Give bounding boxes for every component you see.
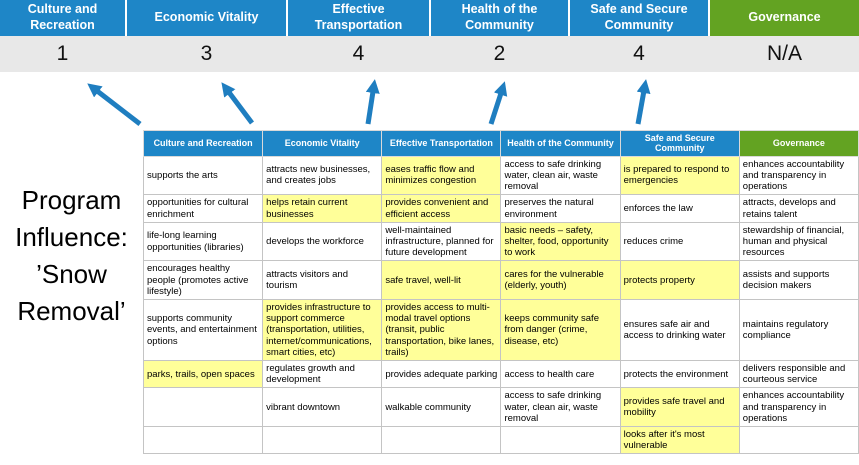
program-influence-label: Program Influence: ’Snow Removal’ xyxy=(15,185,128,326)
matrix-cell: life-long learning opportunities (librar… xyxy=(142,221,264,262)
matrix-cell: stewardship of financial, human and phys… xyxy=(738,221,859,262)
influence-arrow xyxy=(635,79,651,125)
matrix-cell: enforces the law xyxy=(619,194,740,223)
matrix-cell: opportunities for cultural enrichment xyxy=(142,194,264,223)
matrix-cell: maintains regulatory compliance xyxy=(738,298,859,361)
matrix-header-row: Culture and Recreation Economic Vitality E… xyxy=(142,130,859,157)
score-value-safe-and-secure-community: 4 xyxy=(633,42,645,65)
matrix-cell-highlighted: provides infrastructure to support comme… xyxy=(262,298,383,361)
matrix-column-header: Governance xyxy=(738,130,859,157)
matrix-cell: access to safe drinking water, clean air… xyxy=(500,155,621,196)
matrix-cell: access to safe drinking water, clean air… xyxy=(500,387,621,427)
matrix-cell xyxy=(142,425,264,455)
matrix-cell-highlighted: provides access to multi-modal travel op… xyxy=(381,298,502,361)
matrix-cell-highlighted: keeps community safe from danger (crime,… xyxy=(500,298,621,361)
score-band: 1 3 4 2 4 N/A xyxy=(0,36,859,72)
matrix-column-header: Health of the Community xyxy=(500,130,621,157)
influence-arrows xyxy=(87,79,651,126)
scoreboard-header-culture-and-recreation: Culture and Recreation xyxy=(0,0,125,36)
matrix-cell-highlighted: looks after it's most vulnerable xyxy=(619,425,740,455)
matrix-cell xyxy=(500,425,621,455)
score-value-governance: N/A xyxy=(766,42,802,65)
scoreboard-header-governance: Governance xyxy=(710,0,859,36)
influence-arrow xyxy=(365,79,380,125)
score-value-effective-transportation: 4 xyxy=(352,42,365,65)
matrix-cell: develops the workforce xyxy=(262,221,383,262)
matrix-column-header: Effective Transportation xyxy=(381,130,502,157)
matrix-cell-highlighted: basic needs – safety, shelter, food, opp… xyxy=(500,221,621,262)
scoreboard-header-effective-transportation: Effective Transportation xyxy=(288,0,429,36)
matrix-cell-highlighted: parks, trails, open spaces xyxy=(142,359,264,389)
matrix-cell: delivers responsible and courteous servi… xyxy=(738,359,859,389)
matrix-cell xyxy=(262,425,383,455)
matrix-cell: encourages healthy people (promotes acti… xyxy=(142,260,264,300)
matrix-cell: provides adequate parking xyxy=(381,359,502,389)
matrix-cell-highlighted: is prepared to respond to emergencies xyxy=(619,155,740,196)
matrix-cell: preserves the natural environment xyxy=(500,194,621,223)
matrix-cell: well-maintained infrastructure, planned … xyxy=(381,221,502,262)
influence-arrow xyxy=(87,83,142,126)
matrix-cell-highlighted: helps retain current businesses xyxy=(262,194,383,223)
matrix-cell: ensures safe air and access to drinking … xyxy=(619,298,740,361)
matrix-column-header: Economic Vitality xyxy=(262,130,383,157)
matrix-cell: supports the arts xyxy=(142,155,264,196)
matrix-cell: access to health care xyxy=(500,359,621,389)
matrix-cell-highlighted: protects property xyxy=(619,260,740,300)
matrix-cell: vibrant downtown xyxy=(262,387,383,427)
scoreboard-header-row: Culture and Recreation Economic Vitality… xyxy=(0,0,859,36)
matrix-cell: protects the environment xyxy=(619,359,740,389)
matrix-cell xyxy=(738,425,859,455)
score-value-economic-vitality: 3 xyxy=(200,42,213,65)
matrix-cell: reduces crime xyxy=(619,221,740,262)
matrix-cell: regulates growth and development xyxy=(262,359,383,389)
score-value-health-of-the-community: 2 xyxy=(493,42,506,65)
matrix-column-header: Culture and Recreation xyxy=(142,130,264,157)
matrix-row: parks, trails, open spaces regulates grow… xyxy=(142,359,859,389)
matrix-cell: supports community events, and entertain… xyxy=(142,298,264,361)
matrix-row: looks after it's most vulnerable xyxy=(142,425,859,455)
matrix-column-header: Safe and Secure Community xyxy=(619,130,740,157)
matrix-row: life-long learning opportunities (librar… xyxy=(142,221,859,262)
influence-arrow xyxy=(221,82,254,125)
matrix-cell-highlighted: cares for the vulnerable (elderly, youth… xyxy=(500,260,621,300)
matrix-cell: enhances accountability and transparency… xyxy=(738,387,859,427)
matrix-cell: enhances accountability and transparency… xyxy=(738,155,859,196)
matrix-row: vibrant downtown walkable community access… xyxy=(142,387,859,427)
matrix-cell: attracts, develops and retains talent xyxy=(738,194,859,223)
matrix-cell xyxy=(142,387,264,427)
matrix-row: supports the arts attracts new businesses… xyxy=(142,155,859,196)
matrix-cell: assists and supports decision makers xyxy=(738,260,859,300)
matrix-cell xyxy=(381,425,502,455)
matrix-row: encourages healthy people (promotes acti… xyxy=(142,260,859,300)
matrix-cell-highlighted: eases traffic flow and minimizes congest… xyxy=(381,155,502,196)
scoreboard-header-safe-and-secure-community: Safe and Secure Community xyxy=(570,0,708,36)
scoreboard-header-economic-vitality: Economic Vitality xyxy=(127,0,286,36)
influence-matrix-table: Culture and Recreation Economic Vitality E… xyxy=(142,130,859,455)
matrix-row: opportunities for cultural enrichment hel… xyxy=(142,194,859,223)
matrix-cell-highlighted: provides convenient and efficient access xyxy=(381,194,502,223)
matrix-cell-highlighted: provides safe travel and mobility xyxy=(619,387,740,427)
score-value-culture-and-recreation: 1 xyxy=(56,42,69,65)
influence-arrow xyxy=(488,81,508,125)
matrix-cell: walkable community xyxy=(381,387,502,427)
matrix-cell: attracts new businesses, and creates job… xyxy=(262,155,383,196)
matrix-cell: attracts visitors and tourism xyxy=(262,260,383,300)
matrix-row: supports community events, and entertain… xyxy=(142,298,859,361)
matrix-cell-highlighted: safe travel, well-lit xyxy=(381,260,502,300)
scoreboard-header-health-of-the-community: Health of the Community xyxy=(431,0,568,36)
